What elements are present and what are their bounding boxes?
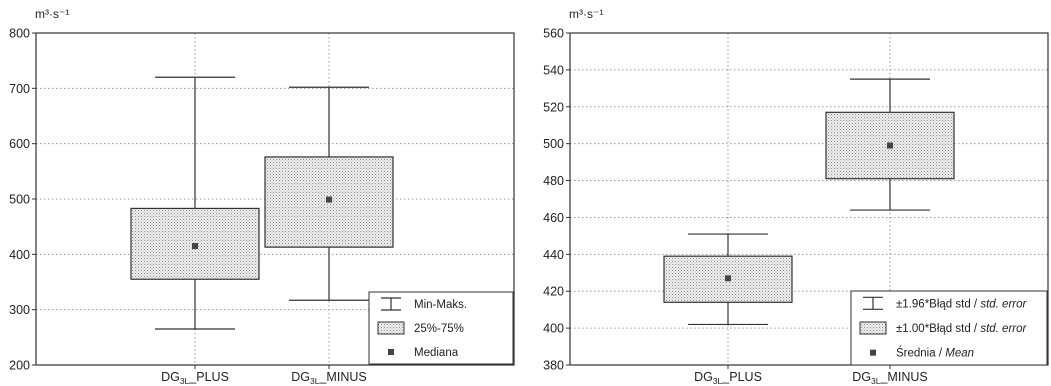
y-unit-label: m³·s⁻¹ <box>35 7 69 21</box>
y-tick-label: 560 <box>543 27 564 41</box>
legend-label-text: ±1.00*Błąd std / <box>896 323 980 335</box>
y-tick-label: 700 <box>9 82 30 96</box>
center-marker <box>192 243 198 250</box>
x-label-suffix: _MINUS <box>318 370 366 384</box>
box-group-2 <box>825 78 955 211</box>
legend-symbol-whisker <box>863 296 883 310</box>
legend-marker <box>870 349 876 356</box>
legend-label-italic: std. error <box>980 298 1027 310</box>
chart-2: m³·s⁻¹380400420440460480500520540560DG3L… <box>543 7 1049 386</box>
legend-label: ±1.00*Błąd std / std. error <box>896 323 1027 335</box>
box-group-1 <box>130 76 260 330</box>
legend-symbol-box <box>859 321 887 335</box>
center-marker <box>887 142 893 149</box>
y-tick-label: 460 <box>543 211 564 225</box>
y-tick-label: 500 <box>9 193 30 207</box>
legend-label-text: Mediana <box>414 347 459 359</box>
legend-label-text: Min-Maks. <box>414 299 467 311</box>
legend-symbol-box <box>377 321 405 335</box>
y-tick-label: 380 <box>543 359 564 373</box>
legend-label: Min-Maks. <box>414 299 467 311</box>
center-marker <box>725 275 731 282</box>
legend-symbol-point <box>870 349 876 356</box>
plot-frame <box>35 32 515 366</box>
y-unit-label: m³·s⁻¹ <box>569 7 603 21</box>
x-label-main: DG <box>291 370 310 384</box>
y-tick-label: 200 <box>9 359 30 373</box>
legend-label-italic: std. error <box>980 323 1027 335</box>
y-tick-label: 400 <box>543 322 564 336</box>
y-tick-label: 800 <box>9 27 30 41</box>
y-tick-label: 440 <box>543 248 564 262</box>
plot-frame <box>569 32 1049 366</box>
y-tick-label: 400 <box>9 248 30 262</box>
y-tick-label: 300 <box>9 303 30 317</box>
y-tick-label: 540 <box>543 63 564 77</box>
y-tick-label: 500 <box>543 137 564 151</box>
legend-label-text: Średnia / <box>896 347 945 360</box>
x-label-main: DG <box>852 370 871 384</box>
legend-symbol-point <box>388 349 394 355</box>
legend-label: 25%-75% <box>414 323 464 335</box>
legend-label: ±1.96*Błąd std / std. error <box>896 298 1027 310</box>
y-tick-label: 420 <box>543 285 564 299</box>
x-label-suffix: _MINUS <box>879 370 927 384</box>
legend-label: Średnia / Mean <box>896 347 974 360</box>
x-label-subscript: 3L <box>310 376 320 386</box>
legend-box-swatch <box>377 321 405 335</box>
legend-label-italic: Mean <box>945 348 974 360</box>
legend-label-text: ±1.96*Błąd std / <box>896 298 980 310</box>
box-group-2 <box>264 86 394 301</box>
box-group-1 <box>663 233 793 326</box>
x-label-main: DG <box>694 370 713 384</box>
x-tick-label: DG3L_PLUS <box>161 370 229 386</box>
legend: Min-Maks. 25%-75% Mediana <box>368 291 514 365</box>
legend-label: Mediana <box>414 347 459 359</box>
x-label-main: DG <box>161 370 180 384</box>
y-tick-label: 600 <box>9 137 30 151</box>
legend-box-swatch <box>859 321 887 335</box>
x-label-subscript: 3L <box>713 376 723 386</box>
x-label-subscript: 3L <box>180 376 190 386</box>
y-tick-label: 480 <box>543 174 564 188</box>
x-label-subscript: 3L <box>871 376 881 386</box>
x-tick-label: DG3L_PLUS <box>694 370 762 386</box>
legend: ±1.96*Błąd std / std. error±1.00*Błąd st… <box>850 290 1048 366</box>
x-tick-label: DG3L_MINUS <box>291 370 366 386</box>
center-marker <box>326 196 332 203</box>
x-label-suffix: _PLUS <box>188 370 229 384</box>
y-tick-label: 520 <box>543 100 564 114</box>
legend-marker <box>388 349 394 355</box>
x-label-suffix: _PLUS <box>721 370 762 384</box>
legend-symbol-whisker <box>381 297 401 311</box>
legend-label-text: 25%-75% <box>414 323 464 335</box>
x-tick-label: DG3L_MINUS <box>852 370 927 386</box>
